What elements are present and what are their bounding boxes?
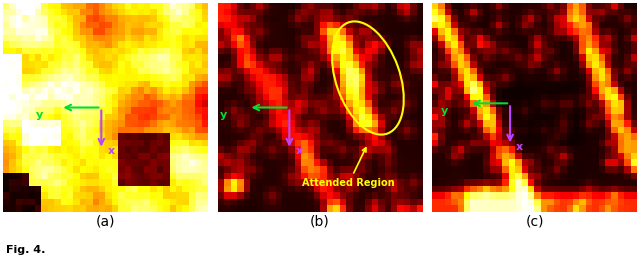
Title: (a): (a): [95, 214, 115, 228]
Text: y: y: [440, 106, 448, 116]
Text: x: x: [516, 142, 524, 152]
Text: y: y: [36, 110, 43, 120]
Text: x: x: [108, 146, 115, 156]
Text: Fig. 4.: Fig. 4.: [6, 246, 46, 255]
Title: (b): (b): [310, 214, 330, 228]
Text: Attended Region: Attended Region: [303, 148, 395, 188]
Text: y: y: [220, 110, 227, 120]
Title: (c): (c): [525, 214, 544, 228]
Text: x: x: [296, 146, 303, 156]
